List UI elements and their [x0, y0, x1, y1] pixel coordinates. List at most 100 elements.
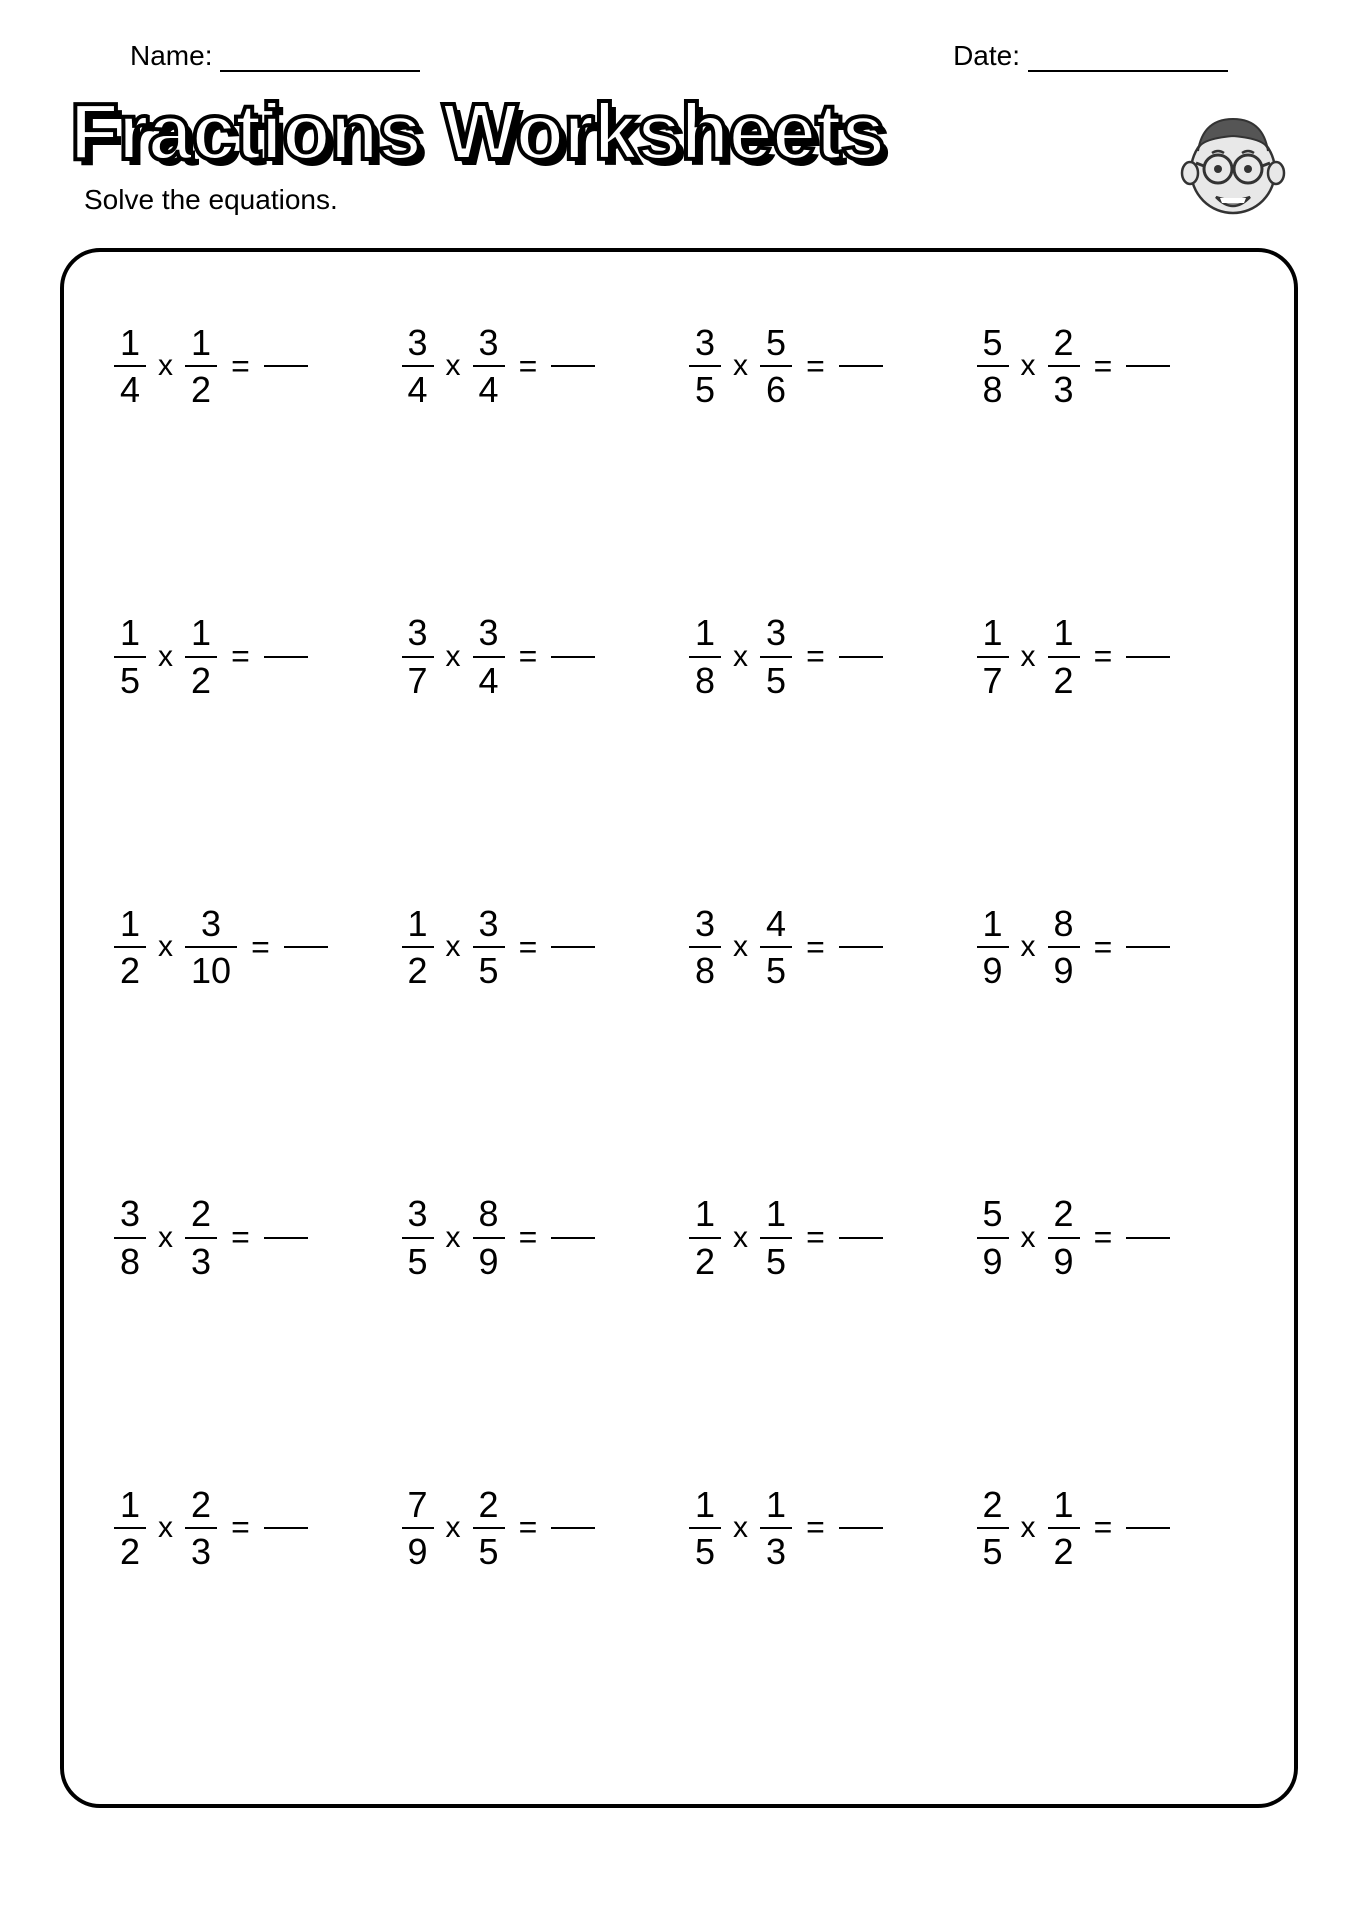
answer-blank[interactable]: [551, 946, 595, 948]
problem: 25x12=: [977, 1474, 1245, 1764]
multiply-operator: x: [1019, 930, 1038, 964]
numerator: 1: [114, 1484, 146, 1527]
denominator: 2: [1048, 656, 1080, 701]
fraction-b: 12: [185, 612, 217, 701]
answer-blank[interactable]: [1126, 946, 1170, 948]
avatar-icon: [1168, 101, 1298, 231]
equation: 34x34=: [402, 322, 596, 411]
answer-blank[interactable]: [839, 656, 883, 658]
numerator: 3: [760, 612, 792, 655]
equation: 12x23=: [114, 1484, 308, 1573]
denominator: 9: [473, 1237, 505, 1282]
answer-blank[interactable]: [839, 365, 883, 367]
answer-blank[interactable]: [839, 946, 883, 948]
numerator: 1: [977, 903, 1009, 946]
equation: 19x89=: [977, 903, 1171, 992]
problem: 14x12=: [114, 312, 382, 602]
answer-blank[interactable]: [284, 946, 328, 948]
denominator: 2: [689, 1237, 721, 1282]
equals-sign: =: [515, 1219, 542, 1256]
equals-sign: =: [227, 1219, 254, 1256]
problem: 18x35=: [689, 602, 957, 892]
fraction-a: 37: [402, 612, 434, 701]
denominator: 2: [114, 1527, 146, 1572]
equation: 12x15=: [689, 1193, 883, 1282]
answer-blank[interactable]: [1126, 656, 1170, 658]
equation: 38x 23 =: [114, 1193, 308, 1282]
equation: 35x89=: [402, 1193, 596, 1282]
equation: 12x310=: [114, 903, 328, 992]
fraction-b: 34: [473, 612, 505, 701]
numerator: 7: [402, 1484, 434, 1527]
denominator: 10: [185, 946, 237, 991]
equals-sign: =: [227, 1509, 254, 1546]
multiply-operator: x: [1019, 349, 1038, 383]
name-label: Name:: [130, 40, 212, 72]
equals-sign: =: [247, 929, 274, 966]
equals-sign: =: [1090, 929, 1117, 966]
denominator: 3: [185, 1527, 217, 1572]
numerator: 1: [760, 1484, 792, 1527]
answer-blank[interactable]: [264, 365, 308, 367]
answer-blank[interactable]: [551, 1237, 595, 1239]
answer-blank[interactable]: [839, 1237, 883, 1239]
denominator: 2: [185, 365, 217, 410]
answer-blank[interactable]: [551, 1527, 595, 1529]
answer-blank[interactable]: [551, 365, 595, 367]
numerator: 1: [689, 1484, 721, 1527]
multiply-operator: x: [1019, 1221, 1038, 1255]
numerator: 1: [760, 1193, 792, 1236]
answer-blank[interactable]: [839, 1527, 883, 1529]
denominator: 5: [760, 656, 792, 701]
problem: 38x 23 =: [114, 1183, 382, 1473]
equation: 15x12=: [114, 612, 308, 701]
fraction-b: 34: [473, 322, 505, 411]
numerator: 1: [114, 612, 146, 655]
problem: 79x25=: [402, 1474, 670, 1764]
fraction-a: 15: [114, 612, 146, 701]
answer-blank[interactable]: [264, 1527, 308, 1529]
answer-blank[interactable]: [1126, 1527, 1170, 1529]
denominator: 9: [1048, 1237, 1080, 1282]
page-title: Fractions Worksheets: [70, 92, 884, 172]
fraction-b: 23: [185, 1484, 217, 1573]
numerator: 1: [689, 1193, 721, 1236]
date-input-line[interactable]: [1028, 44, 1228, 72]
fraction-b: 23: [185, 1193, 217, 1282]
problem: 12x310=: [114, 893, 382, 1183]
answer-blank[interactable]: [264, 656, 308, 658]
numerator: 3: [114, 1193, 146, 1236]
answer-blank[interactable]: [551, 656, 595, 658]
denominator: 8: [114, 1237, 146, 1282]
denominator: 9: [1048, 946, 1080, 991]
equation: 38x45=: [689, 903, 883, 992]
title-block: Fractions Worksheets Solve the equations…: [70, 92, 884, 240]
equals-sign: =: [515, 348, 542, 385]
fraction-a: 12: [402, 903, 434, 992]
numerator: 8: [473, 1193, 505, 1236]
equals-sign: =: [1090, 1219, 1117, 1256]
name-input-line[interactable]: [220, 44, 420, 72]
equation: 37x34=: [402, 612, 596, 701]
numerator: 3: [473, 903, 505, 946]
denominator: 9: [977, 1237, 1009, 1282]
answer-blank[interactable]: [1126, 365, 1170, 367]
fraction-b: 12: [1048, 1484, 1080, 1573]
denominator: 8: [689, 946, 721, 991]
fraction-b: 56: [760, 322, 792, 411]
answer-blank[interactable]: [264, 1237, 308, 1239]
numerator: 3: [402, 1193, 434, 1236]
problem: 58x23=: [977, 312, 1245, 602]
multiply-operator: x: [156, 1221, 175, 1255]
date-field: Date:: [953, 40, 1228, 72]
answer-blank[interactable]: [1126, 1237, 1170, 1239]
numerator: 1: [977, 612, 1009, 655]
header-fields: Name: Date:: [60, 40, 1298, 72]
problem: 38x45=: [689, 893, 957, 1183]
equals-sign: =: [802, 638, 829, 675]
equals-sign: =: [515, 929, 542, 966]
equation: 17x12=: [977, 612, 1171, 701]
numerator: 1: [402, 903, 434, 946]
numerator: 1: [114, 903, 146, 946]
numerator: 1: [1048, 612, 1080, 655]
